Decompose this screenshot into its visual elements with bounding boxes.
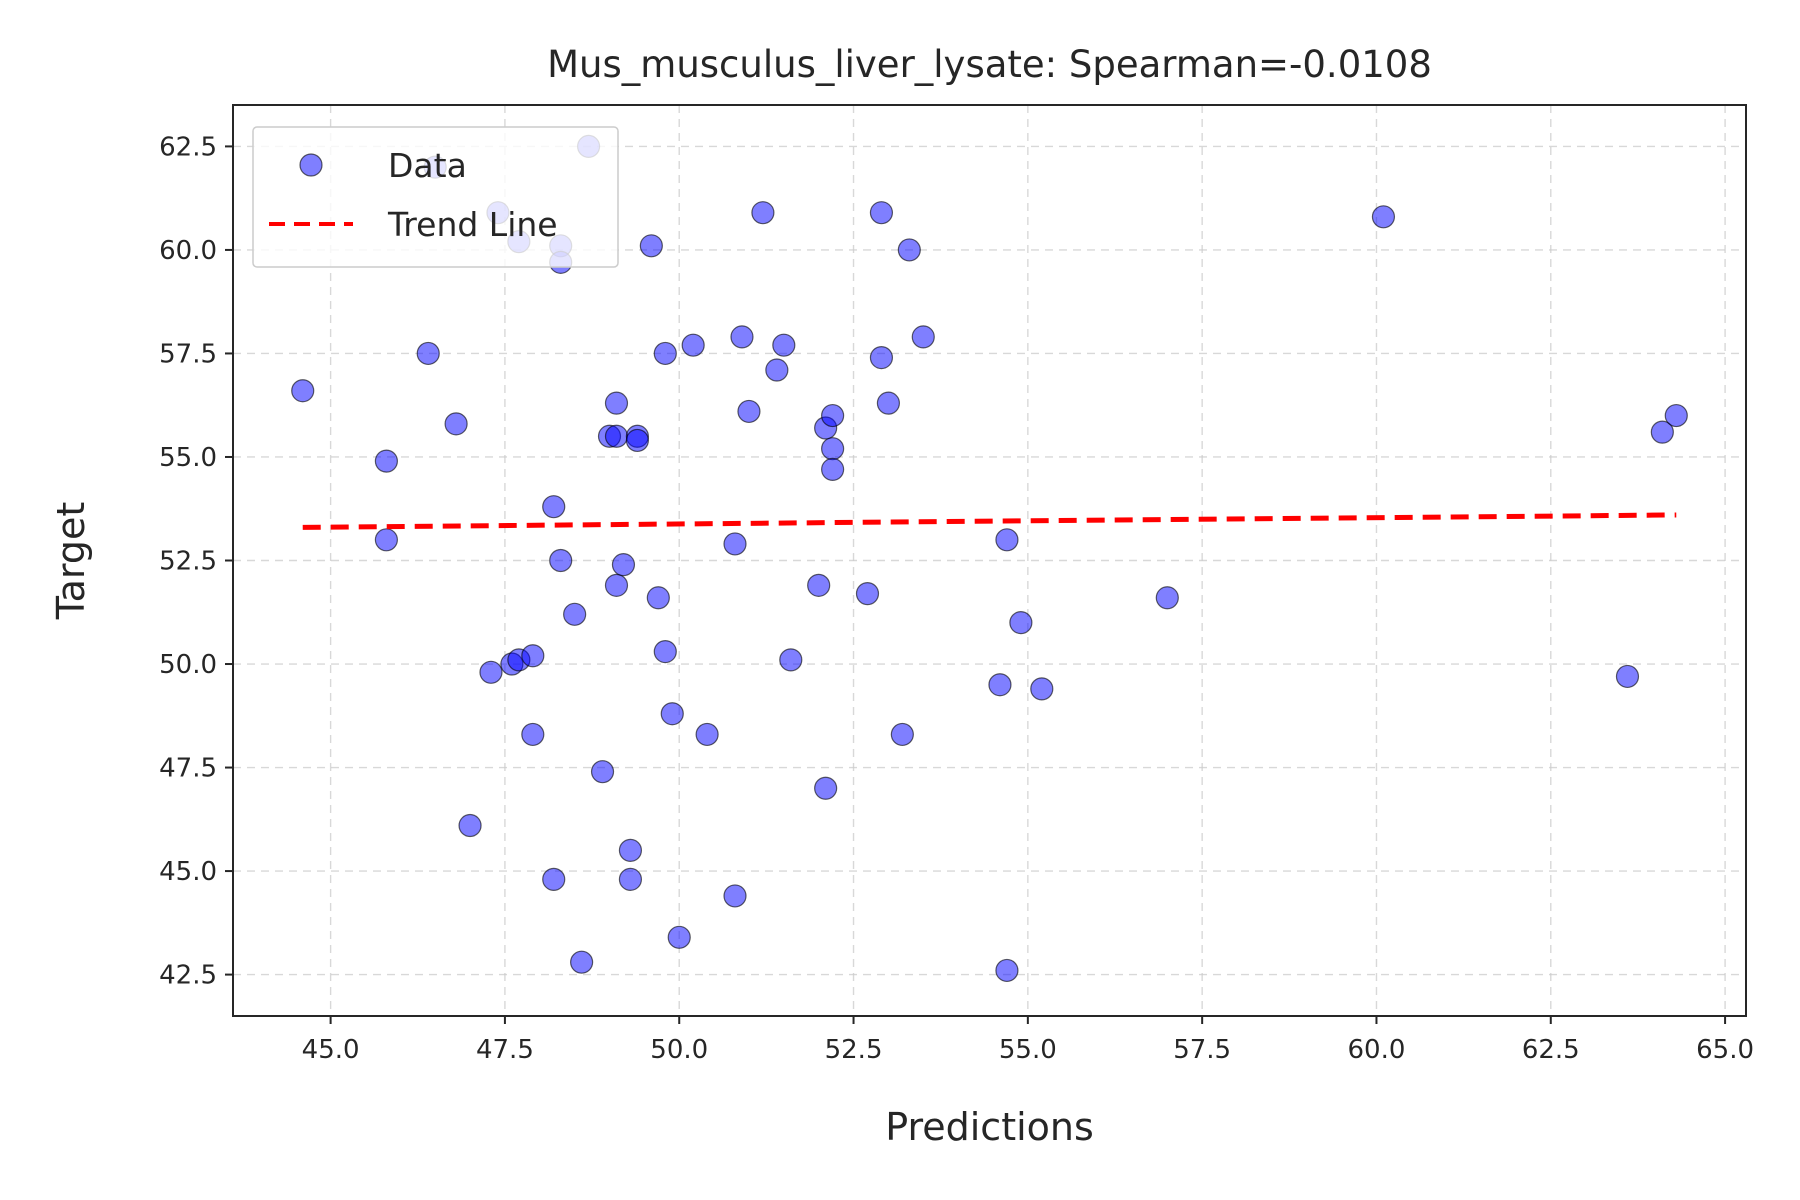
y-tick-label: 45.0 [159, 857, 217, 887]
data-point [995, 528, 1019, 552]
data-point [660, 702, 684, 726]
data-point [604, 391, 629, 415]
data-point [695, 722, 719, 747]
x-tick-label: 57.5 [1173, 1035, 1231, 1065]
data-point [730, 325, 754, 349]
data-point [444, 412, 468, 436]
data-point [590, 760, 615, 784]
data-point [1009, 611, 1033, 635]
x-axis-ticks: 45.0 47.5 50.0 52.5 55.0 57.5 60.0 62.5 65.0 [302, 1016, 1754, 1065]
data-point [737, 399, 761, 424]
data-point [723, 884, 747, 908]
grid [233, 105, 1746, 1016]
y-axis-label: Target [49, 502, 93, 621]
data-point [869, 345, 894, 370]
data-point [646, 586, 670, 610]
legend-box [252, 126, 619, 268]
data-point [1371, 205, 1396, 229]
data-point [611, 553, 636, 577]
legend: Data Trend Line [252, 126, 619, 268]
y-tick-label: 60.0 [159, 236, 217, 266]
x-tick-label: 52.5 [825, 1035, 883, 1065]
data-point [765, 358, 789, 382]
data-point [416, 341, 440, 366]
y-tick-label: 47.5 [159, 754, 217, 784]
data-point [779, 648, 803, 672]
data-point [869, 201, 894, 225]
data-point [542, 495, 566, 519]
data-point [876, 391, 901, 415]
data-point [625, 428, 649, 453]
data-point [821, 457, 845, 481]
x-tick-label: 45.0 [302, 1035, 360, 1065]
data-point [639, 234, 663, 258]
x-tick-label: 65.0 [1696, 1035, 1754, 1065]
chart-title: Mus_musculus_liver_lysate: Spearman=-0.0… [547, 43, 1432, 86]
data-point [542, 867, 566, 891]
data-point [604, 424, 629, 448]
y-tick-label: 52.5 [159, 547, 217, 577]
plot-frame [232, 104, 1747, 1017]
data-point [604, 573, 629, 597]
x-tick-label: 55.0 [999, 1035, 1057, 1065]
data-point [458, 813, 482, 838]
data-point [995, 958, 1019, 983]
y-axis-ticks: 42.5 45.0 47.5 50.0 52.5 55.0 57.5 60.0 62.5 [159, 132, 233, 991]
legend-data-marker [299, 153, 323, 177]
data-point [855, 582, 880, 606]
x-axis-label: Predictions [885, 1105, 1094, 1149]
data-point [653, 341, 677, 366]
data-point [821, 403, 845, 428]
x-tick-label: 60.0 [1348, 1035, 1406, 1065]
data-point [807, 573, 831, 597]
data-point [821, 437, 845, 461]
x-tick-label: 50.0 [650, 1035, 708, 1065]
data-point [563, 602, 587, 626]
legend-label-trend-line: Trend Line [387, 205, 558, 244]
data-point [890, 722, 914, 747]
data-point [1155, 586, 1179, 610]
y-tick-label: 42.5 [159, 961, 217, 991]
trend-line [302, 512, 1677, 530]
y-tick-label: 57.5 [159, 339, 217, 369]
legend-label-data: Data [388, 146, 467, 185]
y-tick-label: 50.0 [159, 650, 217, 680]
data-point [751, 201, 775, 225]
x-tick-label: 62.5 [1522, 1035, 1580, 1065]
data-point [723, 532, 747, 556]
data-point [291, 379, 315, 403]
data-point [618, 867, 643, 891]
data-point [1615, 664, 1640, 689]
data-point [374, 449, 398, 473]
y-tick-label: 62.5 [159, 132, 217, 162]
data-point [374, 528, 398, 552]
data-point [521, 644, 545, 668]
x-tick-label: 47.5 [476, 1035, 534, 1065]
data-point [772, 333, 796, 357]
data-point [549, 548, 573, 573]
data-point [911, 325, 935, 349]
data-point [1030, 677, 1054, 701]
data-point [814, 776, 838, 800]
data-point [479, 660, 503, 684]
y-tick-label: 55.0 [159, 443, 217, 473]
data-point [667, 925, 691, 949]
data-point [988, 673, 1012, 697]
data-point [521, 722, 545, 747]
data-point [1650, 420, 1674, 444]
trend-line-layer [302, 512, 1677, 530]
data-point [618, 838, 643, 862]
data-point [897, 238, 921, 262]
data-point [653, 639, 677, 664]
data-point [1664, 403, 1688, 428]
data-point [681, 333, 705, 357]
data-point [570, 950, 594, 974]
